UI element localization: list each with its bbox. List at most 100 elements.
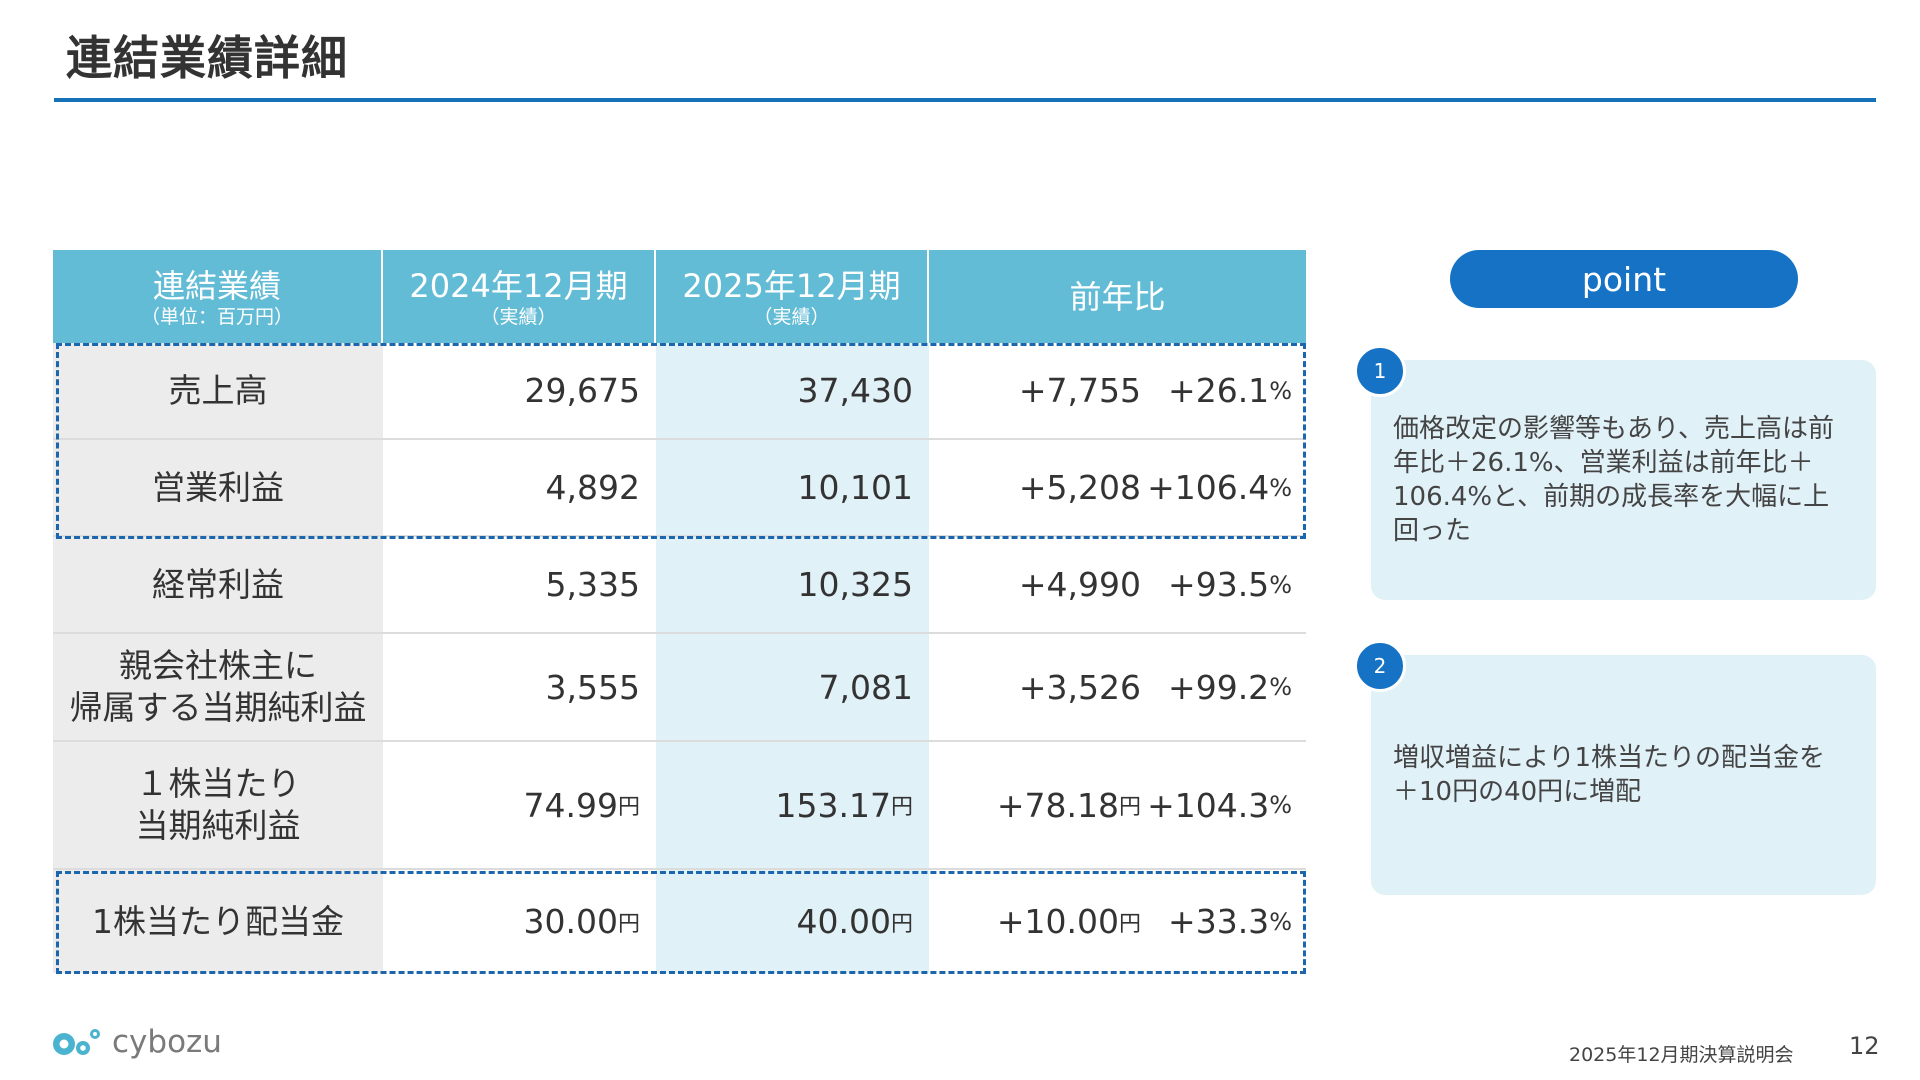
cell-fy2024: 5,335 <box>383 537 656 632</box>
point-2-text: 増収増益により1株当たりの配当金を＋10円の40円に増配 <box>1393 743 1826 807</box>
table-row: 親会社株主に 帰属する当期純利益 3,555 7,081 +3,526 +99.2% <box>53 634 1306 742</box>
page-number: 12 <box>1849 1032 1880 1060</box>
cell-yoy-pct-value: +33.3 <box>1168 902 1270 941</box>
cell-yoy-pct-value: +99.2 <box>1168 667 1270 707</box>
cell-yoy-pct: +26.1% <box>1159 343 1306 438</box>
cell-yoy-diff: +3,526 <box>929 634 1159 740</box>
table-row: 営業利益 4,892 10,101 +5,208 +106.4% <box>53 440 1306 537</box>
cell-yoy-pct: +93.5% <box>1159 537 1306 632</box>
table-row: １株当たり 当期純利益 74.99 円 153.17 円 +78.18 円 +104.3% <box>53 742 1306 870</box>
cell-fy2024: 4,892 <box>383 440 656 535</box>
cell-fy2024-value: 30.00 <box>523 902 618 941</box>
point-heading: point <box>1450 250 1798 308</box>
cell-yoy-pct-unit: % <box>1269 791 1292 819</box>
cell-fy2024-unit: 円 <box>617 911 640 937</box>
cell-fy2025: 40.00 円 <box>656 870 929 973</box>
cell-fy2025-value: 153.17 <box>775 785 891 825</box>
cell-fy2024-value: 74.99 <box>523 785 618 825</box>
cell-fy2024-value: 5,335 <box>545 565 640 604</box>
cell-fy2025-unit: 円 <box>890 795 913 820</box>
cell-yoy-diff: +78.18 円 <box>929 742 1159 868</box>
cell-yoy-pct-unit: % <box>1269 673 1292 701</box>
row-label-line: １株当たり <box>135 764 301 803</box>
cell-yoy-pct-value: +93.5 <box>1168 565 1270 604</box>
row-label-line: 1株当たり配当金 <box>92 901 344 941</box>
cell-fy2024: 29,675 <box>383 343 656 438</box>
cell-fy2024: 30.00 円 <box>383 870 656 973</box>
row-label-line: 当期純利益 <box>135 806 301 845</box>
cybozu-logo-text: cybozu <box>112 1024 222 1060</box>
cell-yoy-pct: +104.3% <box>1147 742 1306 868</box>
cell-fy2024-unit: 円 <box>617 795 640 820</box>
cell-fy2024-value: 3,555 <box>545 667 640 707</box>
cell-yoy-diff: +4,990 <box>929 537 1159 632</box>
header-fy2025: 2025年12月期 （実績） <box>656 250 929 343</box>
row-label-line: 経常利益 <box>152 564 284 604</box>
header-fy2024-sub: （実績） <box>480 305 557 328</box>
point-badge-2: 2 <box>1354 640 1406 692</box>
point-card-1: 価格改定の影響等もあり、売上高は前年比＋26.1%、営業利益は前年比＋106.4… <box>1371 360 1876 600</box>
page-title: 連結業績詳細 <box>66 31 348 85</box>
cell-yoy-diff-value: +3,526 <box>1018 667 1141 707</box>
row-label: 売上高 <box>53 343 383 438</box>
title-underline <box>54 98 1876 102</box>
cell-yoy-pct-value: +106.4 <box>1147 468 1270 507</box>
cell-yoy-diff-value: +78.18 <box>996 785 1119 825</box>
cell-fy2025: 37,430 <box>656 343 929 438</box>
row-label: １株当たり 当期純利益 <box>53 742 383 868</box>
header-fy2025-main: 2025年12月期 <box>682 266 901 305</box>
cell-yoy-diff-value: +10.00 <box>996 902 1119 941</box>
header-yoy: 前年比 <box>929 250 1306 343</box>
cell-yoy-diff: +5,208 <box>929 440 1159 535</box>
cell-fy2025: 153.17 円 <box>656 742 929 868</box>
cell-fy2024-value: 4,892 <box>545 468 640 507</box>
cell-yoy-diff-value: +5,208 <box>1018 468 1141 507</box>
cell-fy2025-value: 10,325 <box>797 565 913 604</box>
cell-fy2025: 10,101 <box>656 440 929 535</box>
cell-yoy-pct-unit: % <box>1269 570 1292 599</box>
cell-fy2025-value: 40.00 <box>796 902 891 941</box>
header-label-main: 連結業績 <box>152 266 281 305</box>
cell-yoy-pct-value: +26.1 <box>1168 371 1270 410</box>
cell-fy2024: 74.99 円 <box>383 742 656 868</box>
cell-yoy-pct: +106.4% <box>1147 440 1306 535</box>
cell-yoy-pct-unit: % <box>1269 473 1292 502</box>
row-label-line: 営業利益 <box>152 467 284 507</box>
cell-fy2025: 10,325 <box>656 537 929 632</box>
row-label-line: 売上高 <box>168 370 268 410</box>
cell-yoy-pct-unit: % <box>1269 376 1292 405</box>
row-label-line: 帰属する当期純利益 <box>69 688 367 727</box>
table-row: 経常利益 5,335 10,325 +4,990 +93.5% <box>53 537 1306 634</box>
cell-yoy-pct: +33.3% <box>1159 870 1306 973</box>
point-1-text: 価格改定の影響等もあり、売上高は前年比＋26.1%、営業利益は前年比＋106.4… <box>1393 414 1834 546</box>
footer-event: 2025年12月期決算説明会 <box>1569 1044 1794 1066</box>
header-yoy-main: 前年比 <box>1069 277 1166 316</box>
table-row: 1株当たり配当金 30.00 円 40.00 円 +10.00 円 +33.3% <box>53 870 1306 973</box>
cybozu-logo: cybozu <box>52 1024 222 1060</box>
cell-fy2025-unit: 円 <box>890 911 913 937</box>
cell-fy2024-value: 29,675 <box>524 371 640 410</box>
cell-fy2025-value: 7,081 <box>818 667 913 707</box>
row-label: 親会社株主に 帰属する当期純利益 <box>53 634 383 740</box>
cell-yoy-diff: +7,755 <box>929 343 1159 438</box>
cell-yoy-pct-unit: % <box>1269 907 1292 936</box>
header-fy2024: 2024年12月期 （実績） <box>383 250 656 343</box>
cell-yoy-diff-value: +4,990 <box>1018 565 1141 604</box>
cell-fy2025-value: 37,430 <box>797 371 913 410</box>
cell-yoy-pct: +99.2% <box>1159 634 1306 740</box>
header-fy2025-sub: （実績） <box>753 305 830 328</box>
cybozu-logo-icon <box>53 1029 100 1055</box>
row-label-line: 親会社株主に <box>119 646 317 685</box>
cell-yoy-diff-value: +7,755 <box>1018 371 1141 410</box>
table-row: 売上高 29,675 37,430 +7,755 +26.1% <box>53 343 1306 440</box>
row-label: 経常利益 <box>53 537 383 632</box>
header-label-sub: （単位：百万円） <box>140 305 293 328</box>
cell-fy2025: 7,081 <box>656 634 929 740</box>
row-label: 営業利益 <box>53 440 383 535</box>
header-label: 連結業績 （単位：百万円） <box>53 250 383 343</box>
cell-yoy-diff-unit: 円 <box>1118 795 1141 820</box>
cell-yoy-diff-unit: 円 <box>1118 911 1141 937</box>
cell-fy2024: 3,555 <box>383 634 656 740</box>
cell-yoy-diff: +10.00 円 <box>929 870 1159 973</box>
cell-yoy-pct-value: +104.3 <box>1147 785 1270 825</box>
